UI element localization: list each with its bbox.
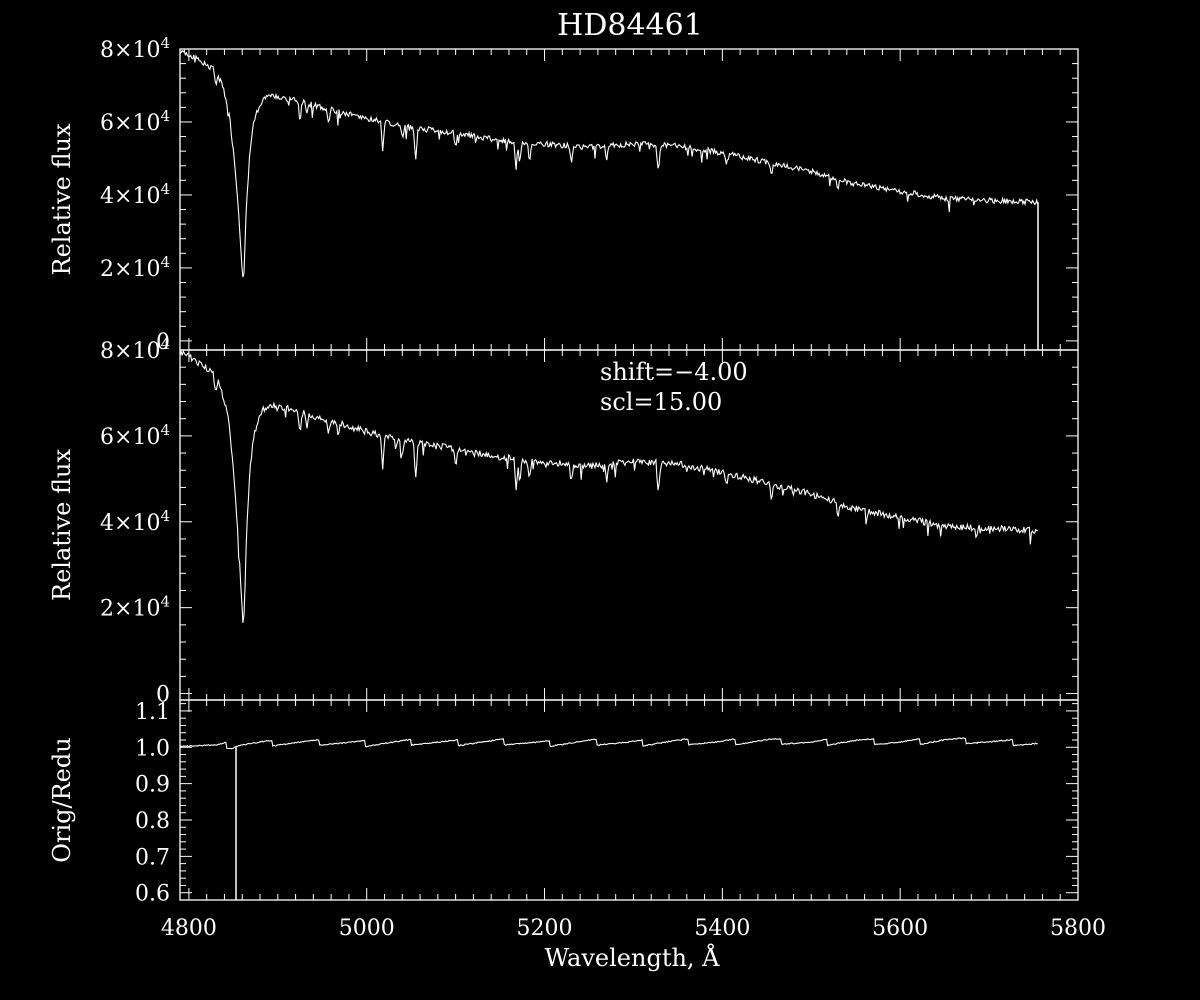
y-tick-label: 4×104 [100, 507, 170, 536]
y-tick-label: 2×104 [100, 593, 170, 622]
panel-1: 0 2×104 4×104 6×104 8×104 Relative flux [48, 34, 1079, 355]
x-tick-label: 5600 [872, 916, 928, 941]
y-axis-label: Relative flux [48, 123, 76, 275]
y-tick-label: 8×104 [100, 335, 170, 364]
y-axis-label: Orig/Redu [48, 737, 76, 862]
y-tick-label: 0 [156, 330, 170, 355]
x-tick-label: 4800 [161, 916, 217, 941]
y-tick-label: 0.7 [135, 845, 170, 870]
x-tick-label: 5200 [517, 916, 573, 941]
y-axis-label: Relative flux [48, 449, 76, 601]
panel-2: 0 2×104 4×104 6×104 8×104 Relative flux shift=… [48, 335, 1079, 708]
x-tick-label: 5000 [339, 916, 395, 941]
y-tick-label: 1.0 [135, 736, 170, 761]
y-tick-label: 0 [156, 683, 170, 708]
y-tick-label: 6×104 [100, 421, 170, 450]
y-tick-label: 0.9 [135, 773, 170, 798]
y-tick-label: 2×104 [100, 253, 170, 282]
y-tick-label: 0.6 [135, 882, 170, 907]
panel-3: 0.6 0.7 0.8 0.9 1.0 1.1 Orig/Redu 4800 5000 5200 5… [48, 699, 1106, 972]
y-tick-label: 1.1 [135, 700, 170, 725]
y-tick-label: 6×104 [100, 107, 170, 136]
x-axis-label: Wavelength, Å [544, 943, 720, 972]
spectrum-series [179, 349, 1038, 623]
fit-annotation: scl=15.00 [600, 388, 722, 416]
fit-annotation: shift=−4.00 [600, 358, 748, 386]
y-tick-label: 4×104 [100, 180, 170, 209]
x-tick-label: 5400 [694, 916, 750, 941]
y-tick-label: 0.8 [135, 809, 170, 834]
chart-title: HD84461 [557, 8, 703, 43]
spectrum-series [179, 737, 1038, 750]
y-tick-label: 8×104 [100, 34, 170, 63]
plot-frame [179, 699, 1079, 901]
spectrum-series [179, 49, 1039, 278]
x-tick-label: 5800 [1050, 916, 1106, 941]
